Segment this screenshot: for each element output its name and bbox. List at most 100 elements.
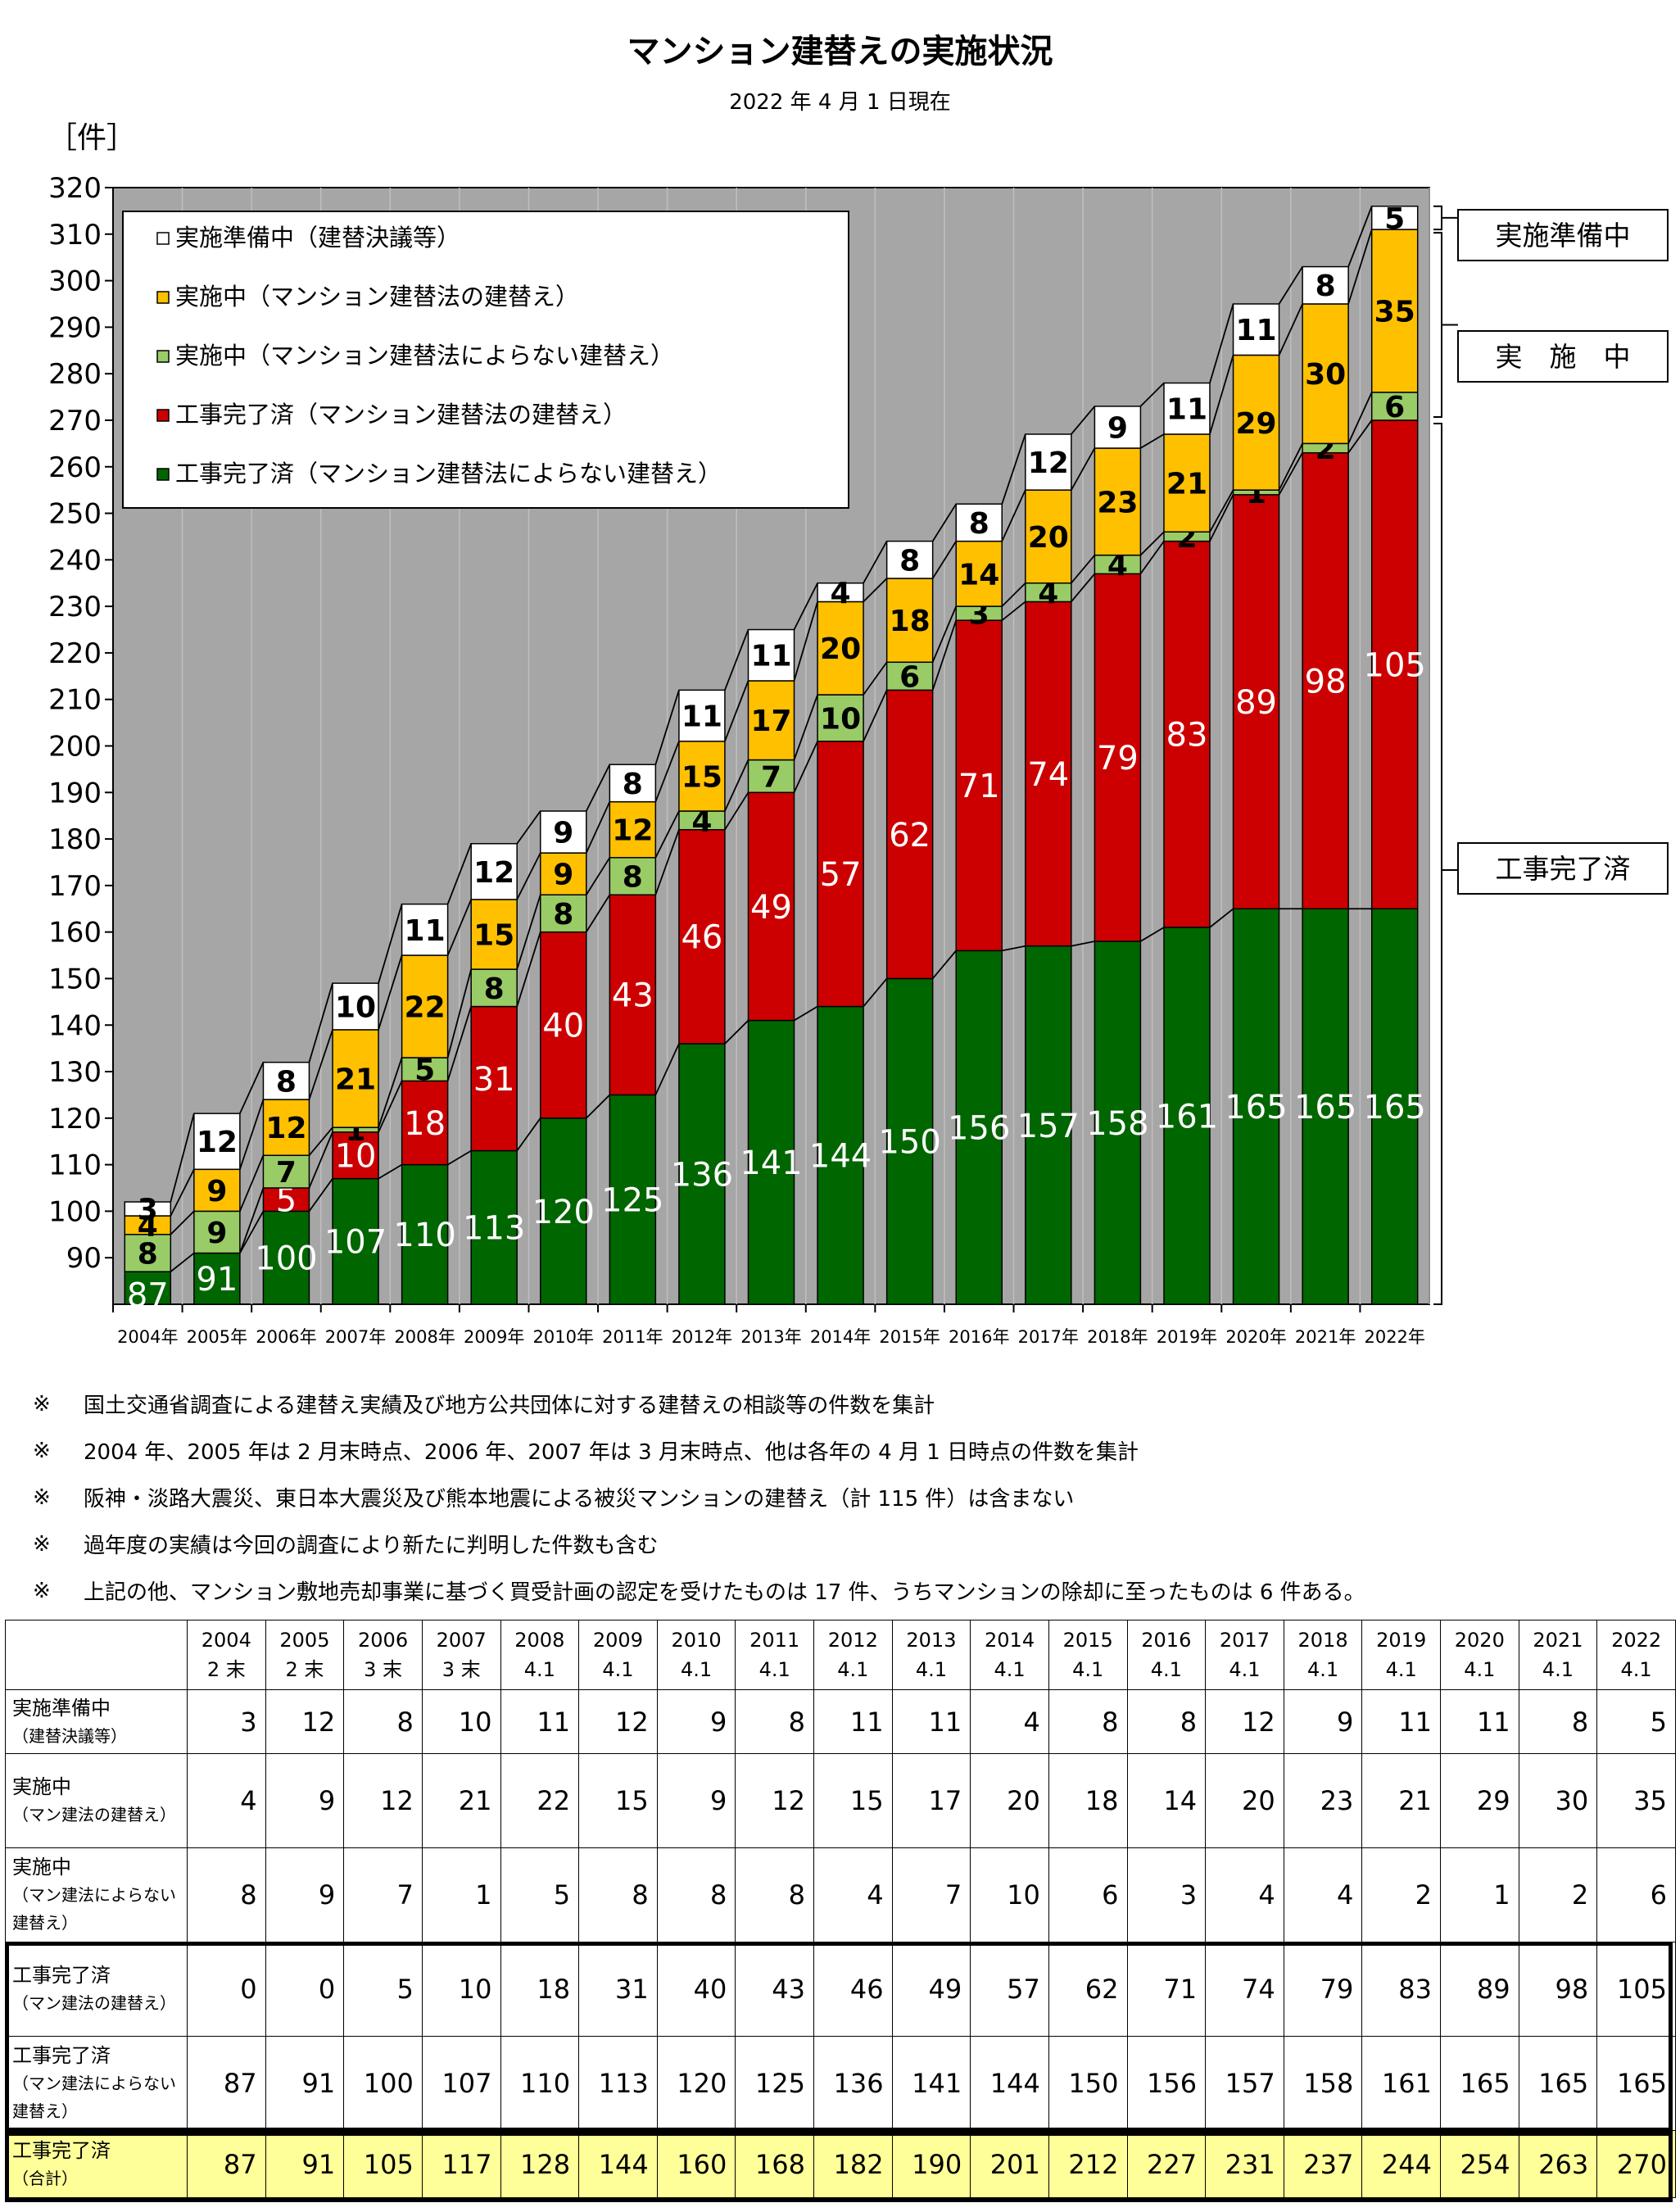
series-connector-line (863, 578, 888, 603)
table-column-header: 2018 4.1 (1283, 1620, 1363, 1690)
series-connector-line (724, 791, 749, 831)
table-cell: 263 (1518, 2130, 1598, 2198)
bar-value-label: 9 (206, 1175, 227, 1208)
bar-value-label: 18 (890, 605, 931, 638)
bar-segment (193, 1252, 241, 1305)
row-label-sub: （マン建法によらない建替え） (12, 1885, 176, 1933)
table-row: 工事完了済 （マン建法の建替え） 0 0 5 10 18 31 40 43 46 49 57 62 71 74… (5, 1942, 1676, 2037)
bar-value-label: 8 (553, 898, 573, 931)
note-item: ※ 阪神・淡路大震災、東日本大震災及び熊本地震による被災マンションの建替え（計 1… (25, 1474, 1655, 1521)
series-connector-line (239, 1099, 265, 1170)
series-connector-line (308, 1178, 333, 1212)
table-row: 実施中 （マン建法によらない建替え） 8 9 7 1 5 8 8 8 4 7 10 6 3 4 4 2 1 2 6 (5, 1847, 1676, 1942)
series-connector-line (1278, 303, 1303, 356)
bracket-preparing (1433, 205, 1442, 231)
table-cell: 136 (813, 2036, 893, 2131)
table-cell: 7 (891, 1847, 971, 1942)
row-label-sub: （合計） (12, 2168, 78, 2188)
bar-segment (1163, 927, 1211, 1305)
bar-value-label: 57 (820, 856, 862, 894)
bar-segment (193, 1210, 241, 1254)
table-cell: 144 (578, 2130, 658, 2198)
table-column-header: 2016 4.1 (1126, 1620, 1207, 1690)
bar-segment (817, 1005, 864, 1305)
table-cell: 3 (1126, 1847, 1207, 1942)
table-cell: 20 (1205, 1753, 1284, 1848)
bar-segment (678, 689, 726, 742)
bar-segment (401, 1057, 449, 1082)
bar-segment (262, 1099, 310, 1157)
table-cell: 100 (343, 2036, 423, 2131)
series-connector-line (239, 1210, 265, 1253)
bar-value-label: 12 (612, 814, 653, 848)
table-cell: 3 (187, 1689, 266, 1754)
legend-swatch (156, 468, 170, 481)
column-date: 4.1 (680, 1658, 713, 1681)
series-connector-line (308, 1126, 333, 1156)
legend-swatch (156, 291, 170, 304)
column-date: 4.1 (1229, 1658, 1261, 1681)
bar-segment (401, 903, 449, 956)
note-mark: ※ (33, 1438, 51, 1463)
table-header-row: 2004 2 末 2005 2 末 2006 3 末 2007 3 末 2008 4.1 2009 4… (5, 1620, 1676, 1690)
table-cell: 83 (1361, 1942, 1441, 2037)
y-tick-label: 90 (66, 1242, 102, 1275)
table-cell: 6 (1048, 1847, 1128, 1942)
column-year: 2011 (749, 1629, 800, 1652)
table-cell: 8 (735, 1847, 814, 1942)
column-year: 2020 (1454, 1629, 1505, 1652)
y-tick-label: 220 (48, 637, 102, 670)
series-connector-line (1139, 531, 1165, 556)
table-cell: 270 (1596, 2130, 1676, 2198)
bar-segment (332, 982, 379, 1031)
series-connector-line (1071, 941, 1095, 947)
bar-segment (885, 661, 934, 691)
table-cell: 227 (1126, 2130, 1207, 2198)
bar-segment (124, 1201, 172, 1217)
x-tick-label: 2020年 (1225, 1327, 1286, 1347)
y-tick-label: 230 (48, 591, 102, 623)
bar-value-label: 11 (1235, 314, 1276, 347)
y-tick-label: 300 (48, 265, 102, 298)
bar-value-label: 3 (138, 1194, 158, 1227)
table-cell: 9 (656, 1753, 736, 1848)
table-cell: 15 (578, 1753, 658, 1848)
series-connector-line (516, 1117, 541, 1152)
bar-segment (747, 791, 795, 1022)
note-mark: ※ (33, 1578, 51, 1603)
y-tick-label: 290 (48, 311, 102, 344)
table-cell: 9 (656, 1689, 736, 1754)
bar-segment (609, 857, 657, 895)
table-cell: 190 (891, 2130, 971, 2198)
table-cell: 110 (500, 2036, 580, 2131)
bar-value-label: 23 (1097, 486, 1138, 519)
bar-value-label: 91 (196, 1261, 238, 1299)
table-cell: 105 (343, 2130, 423, 2198)
table-cell: 0 (187, 1942, 266, 2037)
row-label-main: 実施中 (12, 1775, 71, 1798)
x-tick-label: 2013年 (740, 1327, 801, 1347)
table-cell: 11 (813, 1689, 893, 1754)
table-column-header: 2009 4.1 (578, 1620, 658, 1690)
bar-value-label: 89 (1235, 684, 1277, 722)
bar-value-label: 98 (1305, 663, 1347, 700)
bar-value-label: 20 (1028, 521, 1069, 555)
row-label-sub: （マン建法の建替え） (12, 1805, 176, 1824)
bar-segment (540, 810, 587, 854)
column-year: 2005 (279, 1629, 330, 1652)
table-cell: 40 (656, 1942, 736, 2037)
note-text: 2004 年、2005 年は 2 月末時点、2006 年、2007 年は 3 月… (84, 1440, 1139, 1465)
series-connector-line (724, 680, 749, 742)
table-cell: 87 (187, 2036, 266, 2131)
bar-value-label: 9 (553, 817, 573, 850)
side-label: 実施準備中 (1496, 220, 1631, 252)
bar-value-label: 15 (682, 760, 722, 794)
bar-value-label: 7 (276, 1156, 297, 1190)
bar-segment (262, 1061, 310, 1100)
bar-segment (1025, 489, 1072, 584)
note-mark: ※ (33, 1484, 51, 1510)
bar-segment (609, 1094, 657, 1305)
x-tick-label: 2015年 (879, 1327, 940, 1347)
y-tick-label: 210 (48, 684, 102, 717)
column-date: 4.1 (602, 1658, 634, 1681)
